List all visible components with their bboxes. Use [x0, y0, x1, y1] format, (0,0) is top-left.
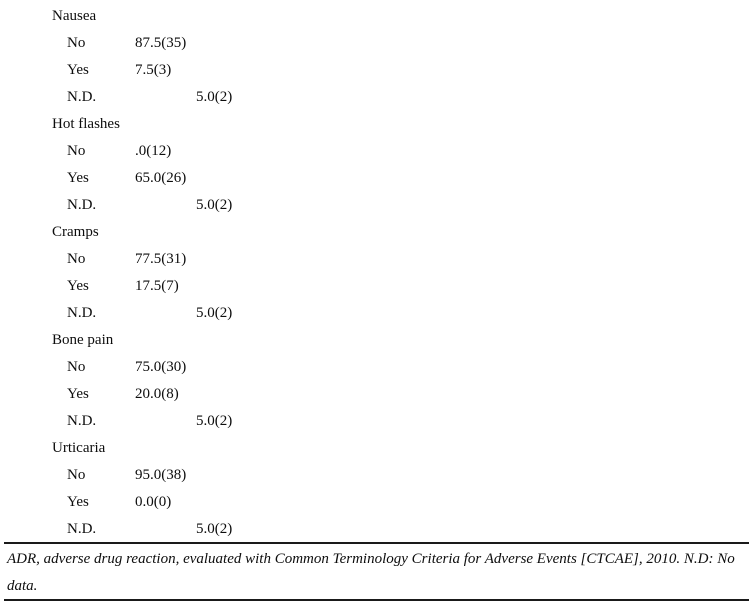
item-value: 17.5(7) — [135, 278, 179, 294]
adr-item-row: N.D. 5.0(2) — [0, 84, 755, 111]
item-label: No — [67, 359, 86, 375]
item-label: Yes — [67, 62, 89, 78]
item-value: 77.5(31) — [135, 251, 187, 267]
adr-item-row: N.D. 5.0(2) — [0, 192, 755, 219]
item-label: N.D. — [67, 89, 97, 105]
item-value: 95.0(38) — [135, 467, 187, 483]
adr-item-row: No 95.0(38) — [0, 462, 755, 489]
item-label: N.D. — [67, 413, 97, 429]
adr-category-row: Nausea — [0, 3, 755, 30]
adr-item-row: No 87.5(35) — [0, 30, 755, 57]
item-value: 20.0(8) — [135, 386, 179, 402]
adr-category-row: Cramps — [0, 219, 755, 246]
adr-item-row: N.D. 5.0(2) — [0, 516, 755, 543]
item-value: 65.0(26) — [135, 170, 187, 186]
item-value: 87.5(35) — [135, 35, 187, 51]
item-label: N.D. — [67, 521, 97, 537]
item-label: Yes — [67, 494, 89, 510]
item-label: No — [67, 143, 86, 159]
item-label: N.D. — [67, 197, 97, 213]
table-bottom-rule — [4, 542, 749, 544]
item-value: 0.0(0) — [135, 494, 172, 510]
item-value: 7.5(3) — [135, 62, 172, 78]
page-bottom-rule — [4, 599, 749, 601]
category-label: Hot flashes — [52, 116, 120, 132]
adr-category-row: Hot flashes — [0, 111, 755, 138]
item-value: 75.0(30) — [135, 359, 187, 375]
item-value: 5.0(2) — [196, 305, 233, 321]
item-value: 5.0(2) — [196, 413, 233, 429]
category-label: Bone pain — [52, 332, 114, 348]
adr-item-row: Yes 0.0(0) — [0, 489, 755, 516]
table-footnote-line-2: data. — [7, 578, 38, 594]
adr-item-row: Yes 65.0(26) — [0, 165, 755, 192]
adr-item-row: N.D. 5.0(2) — [0, 408, 755, 435]
item-label: No — [67, 251, 86, 267]
item-value: .0(12) — [135, 143, 172, 159]
adr-item-row: N.D. 5.0(2) — [0, 300, 755, 327]
category-label: Cramps — [52, 224, 99, 240]
adr-category-row: Bone pain — [0, 327, 755, 354]
adr-category-row: Urticaria — [0, 435, 755, 462]
adr-item-row: No 75.0(30) — [0, 354, 755, 381]
category-label: Nausea — [52, 8, 97, 24]
item-value: 5.0(2) — [196, 89, 233, 105]
item-value: 5.0(2) — [196, 521, 233, 537]
item-label: N.D. — [67, 305, 97, 321]
adr-item-row: Yes 7.5(3) — [0, 57, 755, 84]
item-value: 5.0(2) — [196, 197, 233, 213]
adr-item-row: No 77.5(31) — [0, 246, 755, 273]
item-label: No — [67, 35, 86, 51]
adr-table: Nausea No 87.5(35) Yes 7.5(3) N.D. 5.0(2) Hot f… — [0, 3, 755, 543]
table-footnote-line-1: ADR, adverse drug reaction, evaluated wi… — [7, 551, 735, 567]
adr-item-row: Yes 17.5(7) — [0, 273, 755, 300]
item-label: Yes — [67, 278, 89, 294]
item-label: Yes — [67, 386, 89, 402]
adr-item-row: No .0(12) — [0, 138, 755, 165]
adr-item-row: Yes 20.0(8) — [0, 381, 755, 408]
item-label: No — [67, 467, 86, 483]
category-label: Urticaria — [52, 440, 106, 456]
item-label: Yes — [67, 170, 89, 186]
